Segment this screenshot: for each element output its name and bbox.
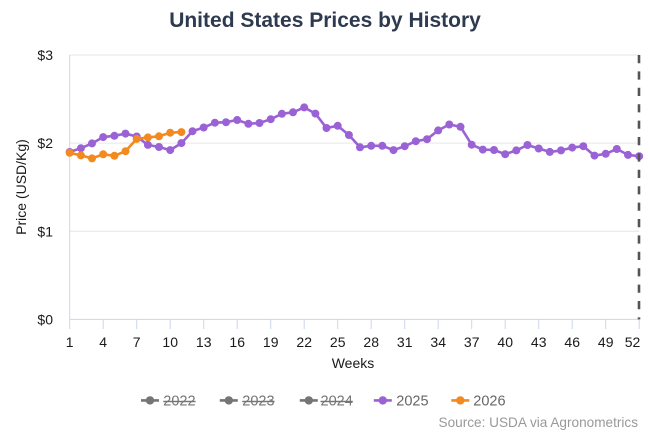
svg-text:52: 52 xyxy=(625,334,641,350)
svg-text:2024: 2024 xyxy=(321,394,353,410)
svg-text:25: 25 xyxy=(330,334,346,350)
svg-text:31: 31 xyxy=(397,334,413,350)
svg-text:$3: $3 xyxy=(37,47,53,63)
svg-text:10: 10 xyxy=(162,334,178,350)
svg-text:2026: 2026 xyxy=(473,394,505,410)
svg-text:1: 1 xyxy=(66,334,74,350)
svg-text:2023: 2023 xyxy=(242,394,274,410)
svg-text:22: 22 xyxy=(296,334,312,350)
svg-text:Weeks: Weeks xyxy=(332,355,375,371)
svg-text:40: 40 xyxy=(497,334,513,350)
svg-text:7: 7 xyxy=(133,334,141,350)
svg-text:$2: $2 xyxy=(37,135,53,151)
svg-text:34: 34 xyxy=(430,334,446,350)
svg-text:2025: 2025 xyxy=(396,394,428,410)
svg-text:43: 43 xyxy=(531,334,547,350)
svg-text:16: 16 xyxy=(229,334,245,350)
svg-text:46: 46 xyxy=(564,334,580,350)
svg-text:13: 13 xyxy=(196,334,212,350)
svg-text:49: 49 xyxy=(598,334,614,350)
svg-text:$1: $1 xyxy=(37,223,53,239)
svg-text:Source: USDA via Agronometrics: Source: USDA via Agronometrics xyxy=(439,415,639,430)
svg-text:United States Prices by Histor: United States Prices by History xyxy=(169,9,481,32)
svg-text:Price (USD/Kg): Price (USD/Kg) xyxy=(13,139,29,235)
svg-text:4: 4 xyxy=(99,334,107,350)
svg-text:28: 28 xyxy=(363,334,379,350)
svg-text:37: 37 xyxy=(464,334,480,350)
svg-text:19: 19 xyxy=(263,334,279,350)
svg-text:2022: 2022 xyxy=(163,394,195,410)
svg-text:$0: $0 xyxy=(37,311,53,327)
